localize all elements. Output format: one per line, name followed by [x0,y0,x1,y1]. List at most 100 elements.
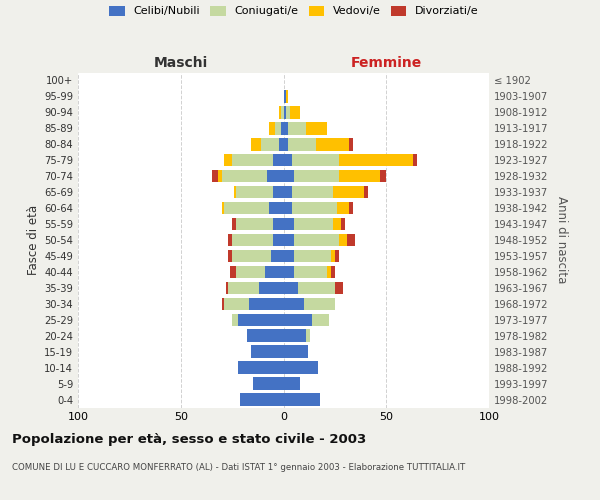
Bar [287,138,316,150]
Bar [294,170,339,182]
Bar [273,218,284,230]
Bar [232,154,273,166]
Bar [267,170,284,182]
Bar [238,314,284,326]
Bar [259,282,284,294]
Bar [226,282,228,294]
Bar [224,154,232,166]
Bar [331,266,335,278]
Bar [284,394,320,406]
Bar [304,298,335,310]
Bar [232,234,273,246]
Bar [339,170,380,182]
Bar [261,138,280,150]
Bar [284,170,294,182]
Bar [306,330,310,342]
Bar [294,250,331,262]
Bar [265,266,284,278]
Bar [222,170,267,182]
Bar [292,154,339,166]
Bar [286,90,287,102]
Bar [222,298,224,310]
Bar [284,266,294,278]
Bar [294,234,339,246]
Bar [312,314,329,326]
Bar [335,250,339,262]
Bar [269,122,275,134]
Bar [316,138,349,150]
Bar [253,378,284,390]
Text: Maschi: Maschi [154,56,208,70]
Bar [364,186,368,198]
Bar [284,378,300,390]
Bar [251,346,284,358]
Bar [236,218,273,230]
Bar [284,90,286,102]
Bar [284,346,308,358]
Bar [248,298,284,310]
Bar [284,282,298,294]
Bar [284,314,312,326]
Bar [284,234,294,246]
Bar [224,202,269,214]
Bar [238,362,284,374]
Bar [251,138,261,150]
Bar [290,106,300,118]
Bar [333,218,341,230]
Bar [413,154,417,166]
Bar [234,186,236,198]
Bar [212,170,218,182]
Bar [247,330,284,342]
Bar [284,298,304,310]
Bar [236,266,265,278]
Bar [281,106,284,118]
Y-axis label: Fasce di età: Fasce di età [27,205,40,275]
Bar [284,186,292,198]
Bar [284,154,292,166]
Bar [273,186,284,198]
Bar [241,394,284,406]
Bar [294,218,333,230]
Bar [236,186,273,198]
Bar [232,218,236,230]
Bar [228,250,232,262]
Bar [273,154,284,166]
Y-axis label: Anni di nascita: Anni di nascita [556,196,568,284]
Bar [349,202,353,214]
Text: Femmine: Femmine [350,56,422,70]
Bar [280,138,284,150]
Bar [228,234,232,246]
Bar [331,250,335,262]
Bar [339,234,347,246]
Bar [284,106,286,118]
Bar [284,138,287,150]
Bar [230,266,236,278]
Bar [273,234,284,246]
Text: COMUNE DI LU E CUCCARO MONFERRATO (AL) - Dati ISTAT 1° gennaio 2003 - Elaborazio: COMUNE DI LU E CUCCARO MONFERRATO (AL) -… [12,462,465,471]
Bar [306,122,326,134]
Bar [335,282,343,294]
Bar [292,202,337,214]
Bar [339,154,413,166]
Bar [284,250,294,262]
Bar [222,202,224,214]
Text: Popolazione per età, sesso e stato civile - 2003: Popolazione per età, sesso e stato civil… [12,432,366,446]
Bar [232,314,238,326]
Bar [281,122,284,134]
Bar [284,122,287,134]
Bar [228,282,259,294]
Bar [349,138,353,150]
Bar [269,202,284,214]
Bar [271,250,284,262]
Bar [294,266,326,278]
Bar [218,170,222,182]
Bar [337,202,349,214]
Bar [280,106,281,118]
Bar [341,218,345,230]
Bar [224,298,248,310]
Bar [284,330,306,342]
Bar [333,186,364,198]
Bar [292,186,333,198]
Bar [232,250,271,262]
Bar [284,218,294,230]
